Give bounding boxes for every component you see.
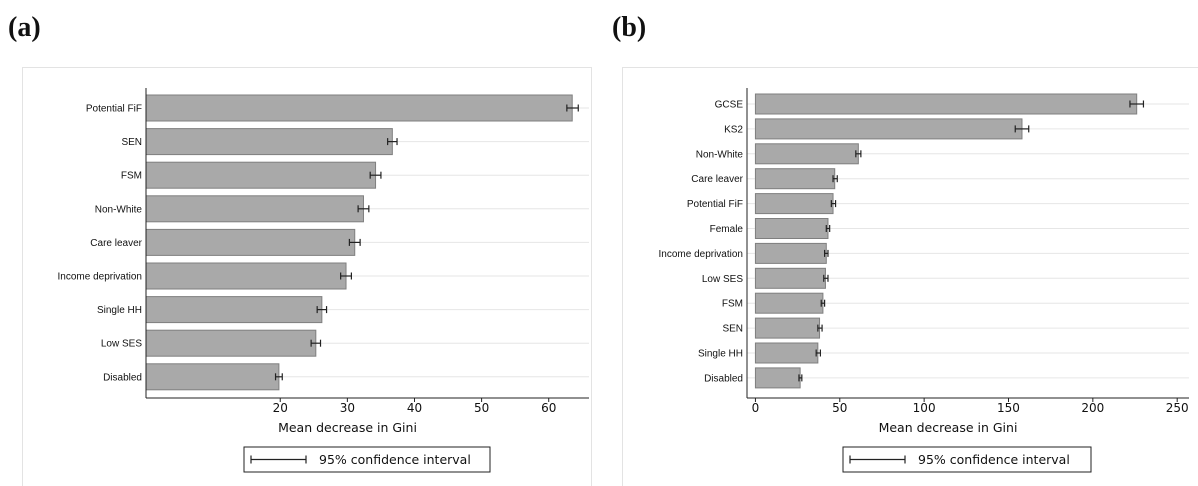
bar bbox=[145, 128, 393, 156]
category-label: Non-White bbox=[696, 149, 744, 160]
category-label: Care leaver bbox=[90, 238, 142, 249]
x-tick-label: 30 bbox=[340, 401, 355, 415]
category-label: Low SES bbox=[101, 339, 142, 350]
bar-chart-b: GCSE KS2 Non-White Care leaver Potential FiF… bbox=[659, 88, 1189, 473]
legend-label: 95% confidence interval bbox=[918, 452, 1070, 467]
bar bbox=[754, 242, 827, 264]
x-axis-label: Mean decrease in Gini bbox=[278, 420, 417, 435]
x-tick-label: 40 bbox=[407, 401, 422, 415]
bar bbox=[754, 267, 826, 289]
panel-label-b: (b) bbox=[612, 12, 647, 43]
x-tick-label: 60 bbox=[541, 401, 556, 415]
category-label: Disabled bbox=[704, 373, 743, 384]
bar bbox=[754, 193, 834, 215]
bar bbox=[145, 228, 356, 256]
x-tick-label: 50 bbox=[832, 401, 847, 415]
category-label: Low SES bbox=[702, 274, 743, 285]
category-label: Non-White bbox=[95, 204, 143, 215]
category-label: Female bbox=[710, 224, 744, 235]
bar bbox=[754, 143, 859, 165]
bar bbox=[145, 262, 347, 290]
category-label: FSM bbox=[121, 171, 142, 182]
bar-chart-a: Potential FiF SEN FSM Non-White Care leaver I… bbox=[58, 88, 589, 473]
legend-label: 95% confidence interval bbox=[319, 452, 471, 467]
x-tick-label: 50 bbox=[474, 401, 489, 415]
bar bbox=[145, 296, 323, 324]
category-label: Disabled bbox=[103, 372, 142, 383]
category-label: KS2 bbox=[724, 124, 743, 135]
category-label: Income deprivation bbox=[659, 249, 744, 260]
x-tick-label: 100 bbox=[913, 401, 936, 415]
bar bbox=[754, 118, 1023, 140]
x-tick-label: 0 bbox=[752, 401, 760, 415]
chart-panel-b: GCSE KS2 Non-White Care leaver Potential FiF… bbox=[622, 67, 1198, 486]
bar bbox=[754, 218, 829, 239]
x-tick-label: 200 bbox=[1081, 401, 1104, 415]
category-label: Potential FiF bbox=[687, 199, 743, 210]
panel-label-a: (a) bbox=[8, 12, 41, 43]
bar bbox=[145, 329, 317, 357]
category-label: GCSE bbox=[715, 100, 744, 111]
category-label: Potential FiF bbox=[86, 104, 142, 115]
category-label: Single HH bbox=[97, 305, 142, 316]
category-label: FSM bbox=[722, 299, 743, 310]
bar bbox=[754, 93, 1138, 115]
bar bbox=[754, 292, 824, 314]
bar bbox=[145, 195, 364, 223]
category-label: Care leaver bbox=[691, 174, 743, 185]
bar bbox=[145, 363, 280, 391]
category-label: SEN bbox=[722, 324, 743, 335]
bar bbox=[145, 161, 377, 189]
category-label: Income deprivation bbox=[58, 272, 143, 283]
bar bbox=[145, 94, 573, 122]
x-tick-label: 20 bbox=[273, 401, 288, 415]
bar bbox=[754, 317, 821, 339]
x-axis-label: Mean decrease in Gini bbox=[879, 420, 1018, 435]
x-tick-label: 250 bbox=[1166, 401, 1189, 415]
category-label: SEN bbox=[121, 137, 142, 148]
category-label: Single HH bbox=[698, 349, 743, 360]
bar bbox=[754, 342, 819, 364]
x-tick-label: 150 bbox=[997, 401, 1020, 415]
bar bbox=[754, 168, 836, 190]
bar bbox=[754, 367, 801, 389]
chart-panel-a: Potential FiF SEN FSM Non-White Care leaver I… bbox=[22, 67, 592, 486]
